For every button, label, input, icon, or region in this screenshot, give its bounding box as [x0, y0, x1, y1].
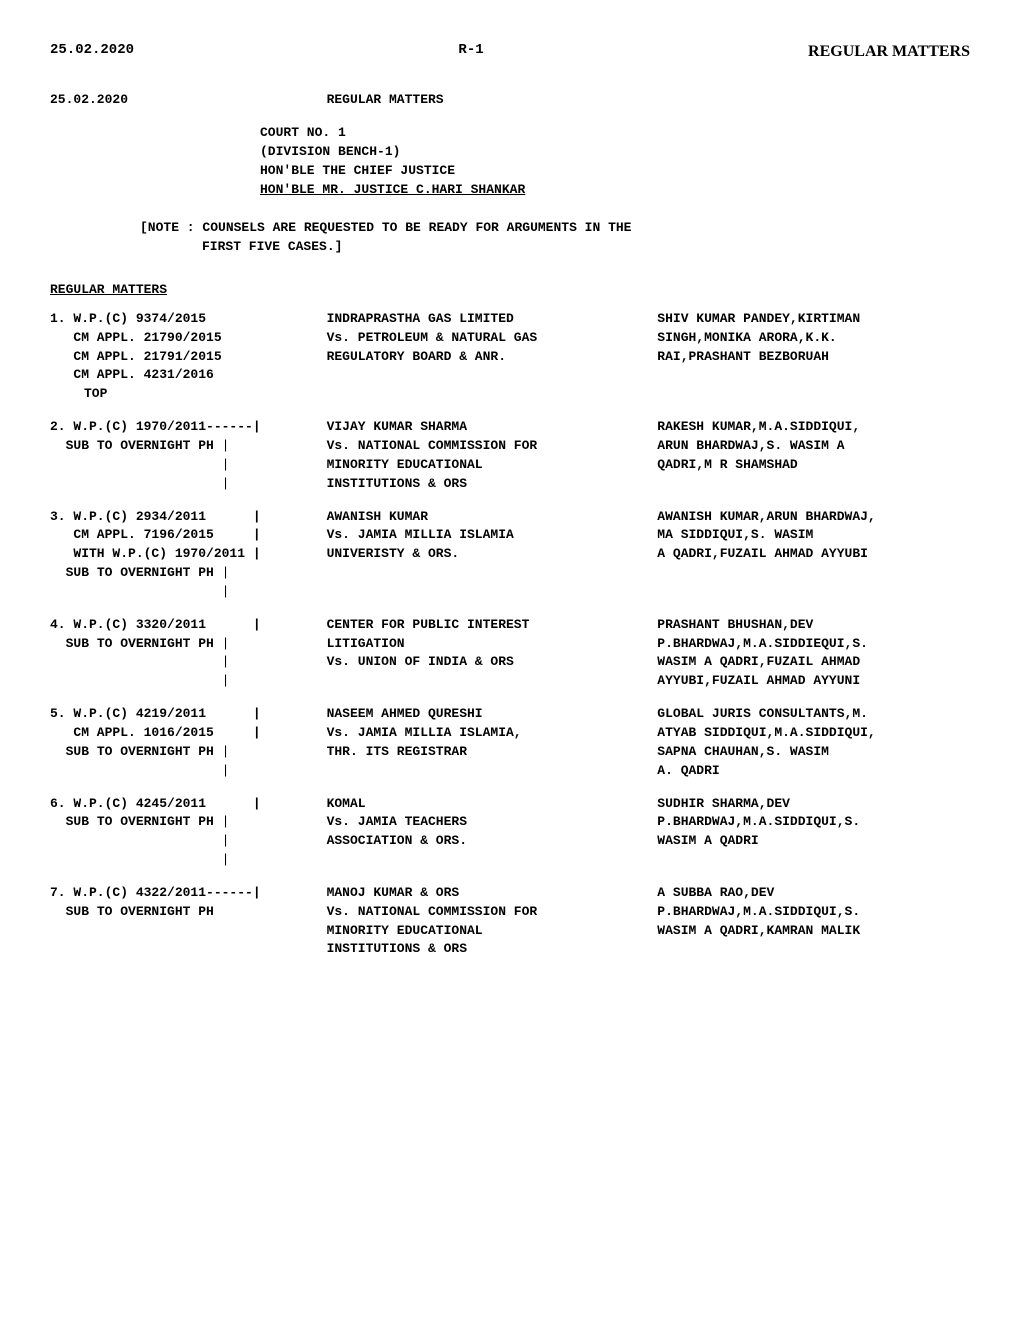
case6-r1c3: SUDHIR SHARMA,DEV [657, 795, 970, 814]
case2-r3c3: QADRI,M R SHAMSHAD [657, 456, 970, 475]
case1-r2c2: Vs. PETROLEUM & NATURAL GAS [327, 329, 658, 348]
court-l5: HON'BLE MR. JUSTICE C.HARI SHANKAR [260, 181, 970, 200]
case3-r2c3: MA SIDDIQUI,S. WASIM [657, 526, 970, 545]
case1-r1c1: 1. W.P.(C) 9374/2015 [50, 310, 327, 329]
case1-r2c1: CM APPL. 21790/2015 [50, 329, 327, 348]
case2-r1c1: 2. W.P.(C) 1970/2011------| [50, 418, 327, 437]
case-7: 7. W.P.(C) 4322/2011------|MANOJ KUMAR &… [50, 884, 970, 959]
case5-r1c3: GLOBAL JURIS CONSULTANTS,M. [657, 705, 970, 724]
case7-r1c3: A SUBBA RAO,DEV [657, 884, 970, 903]
case4-r2c3: P.BHARDWAJ,M.A.SIDDIEQUI,S. [657, 635, 970, 654]
case2-r1c2: VIJAY KUMAR SHARMA [327, 418, 658, 437]
case7-r1c2: MANOJ KUMAR & ORS [327, 884, 658, 903]
case3-r3c1: WITH W.P.(C) 1970/2011 | [50, 545, 327, 564]
court-block-table: 25.02.2020 REGULAR MATTERS [50, 91, 970, 110]
court-l2: COURT NO. 1 [260, 124, 970, 143]
case2-r4c1: | [50, 475, 327, 494]
case4-r1c3: PRASHANT BHUSHAN,DEV [657, 616, 970, 635]
case-3: 3. W.P.(C) 2934/2011 |AWANISH KUMARAWANI… [50, 508, 970, 602]
court-l1: REGULAR MATTERS [327, 91, 658, 110]
case3-r3c2: UNIVERISTY & ORS. [327, 545, 658, 564]
case4-r1c1: 4. W.P.(C) 3320/2011 | [50, 616, 327, 635]
case2-r2c1: SUB TO OVERNIGHT PH | [50, 437, 327, 456]
case1-r3c1: CM APPL. 21791/2015 [50, 348, 327, 367]
case-5: 5. W.P.(C) 4219/2011 |NASEEM AHMED QURES… [50, 705, 970, 780]
court-l3: (DIVISION BENCH-1) [260, 143, 970, 162]
case1-r3c2: REGULATORY BOARD & ANR. [327, 348, 658, 367]
case7-r2c1: SUB TO OVERNIGHT PH [50, 903, 327, 922]
case-6: 6. W.P.(C) 4245/2011 |KOMALSUDHIR SHARMA… [50, 795, 970, 870]
case5-r2c1: CM APPL. 1016/2015 | [50, 724, 327, 743]
case5-r4c3: A. QADRI [657, 762, 970, 781]
case4-r4c1: | [50, 672, 327, 691]
case1-r1c2: INDRAPRASTHA GAS LIMITED [327, 310, 658, 329]
case1-r3c3: RAI,PRASHANT BEZBORUAH [657, 348, 970, 367]
header-right: REGULAR MATTERS [808, 40, 970, 63]
case3-r4c1: SUB TO OVERNIGHT PH | [50, 564, 327, 583]
case5-r3c2: THR. ITS REGISTRAR [327, 743, 658, 762]
case5-r3c1: SUB TO OVERNIGHT PH | [50, 743, 327, 762]
court-block: COURT NO. 1 (DIVISION BENCH-1) HON'BLE T… [260, 124, 970, 199]
court-date: 25.02.2020 [50, 91, 327, 110]
case7-r2c3: P.BHARDWAJ,M.A.SIDDIQUI,S. [657, 903, 970, 922]
case5-r1c1: 5. W.P.(C) 4219/2011 | [50, 705, 327, 724]
court-l4: HON'BLE THE CHIEF JUSTICE [260, 162, 970, 181]
case1-r1c3: SHIV KUMAR PANDEY,KIRTIMAN [657, 310, 970, 329]
case6-r2c2: Vs. JAMIA TEACHERS [327, 813, 658, 832]
case3-r1c3: AWANISH KUMAR,ARUN BHARDWAJ, [657, 508, 970, 527]
case2-r1c3: RAKESH KUMAR,M.A.SIDDIQUI, [657, 418, 970, 437]
case4-r3c3: WASIM A QADRI,FUZAIL AHMAD [657, 653, 970, 672]
case-4: 4. W.P.(C) 3320/2011 |CENTER FOR PUBLIC … [50, 616, 970, 691]
case2-r3c2: MINORITY EDUCATIONAL [327, 456, 658, 475]
case5-r2c3: ATYAB SIDDIQUI,M.A.SIDDIQUI, [657, 724, 970, 743]
case-1: 1. W.P.(C) 9374/2015INDRAPRASTHA GAS LIM… [50, 310, 970, 404]
note-l2: FIRST FIVE CASES.] [202, 238, 970, 257]
case5-r2c2: Vs. JAMIA MILLIA ISLAMIA, [327, 724, 658, 743]
case-2: 2. W.P.(C) 1970/2011------|VIJAY KUMAR S… [50, 418, 970, 493]
case2-r2c2: Vs. NATIONAL COMMISSION FOR [327, 437, 658, 456]
case3-r3c3: A QADRI,FUZAIL AHMAD AYYUBI [657, 545, 970, 564]
case3-r1c1: 3. W.P.(C) 2934/2011 | [50, 508, 327, 527]
case3-r2c1: CM APPL. 7196/2015 | [50, 526, 327, 545]
case6-r2c1: SUB TO OVERNIGHT PH | [50, 813, 327, 832]
case5-r4c1: | [50, 762, 327, 781]
section-title: REGULAR MATTERS [50, 281, 970, 300]
case7-r2c2: Vs. NATIONAL COMMISSION FOR [327, 903, 658, 922]
case7-r3c2: MINORITY EDUCATIONAL [327, 922, 658, 941]
case6-r1c1: 6. W.P.(C) 4245/2011 | [50, 795, 327, 814]
page-header: 25.02.2020 R-1 REGULAR MATTERS [50, 40, 970, 63]
case3-r2c2: Vs. JAMIA MILLIA ISLAMIA [327, 526, 658, 545]
case5-r1c2: NASEEM AHMED QURESHI [327, 705, 658, 724]
header-date: 25.02.2020 [50, 40, 134, 63]
case4-r3c1: | [50, 653, 327, 672]
case7-r4c2: INSTITUTIONS & ORS [327, 940, 658, 959]
case3-r1c2: AWANISH KUMAR [327, 508, 658, 527]
note-l1: [NOTE : COUNSELS ARE REQUESTED TO BE REA… [140, 219, 970, 238]
case6-r3c2: ASSOCIATION & ORS. [327, 832, 658, 851]
case6-r2c3: P.BHARDWAJ,M.A.SIDDIQUI,S. [657, 813, 970, 832]
case6-r3c1: | [50, 832, 327, 851]
case2-r4c2: INSTITUTIONS & ORS [327, 475, 658, 494]
case4-r2c2: LITIGATION [327, 635, 658, 654]
case2-r2c3: ARUN BHARDWAJ,S. WASIM A [657, 437, 970, 456]
case4-r4c3: AYYUBI,FUZAIL AHMAD AYYUNI [657, 672, 970, 691]
case4-r2c1: SUB TO OVERNIGHT PH | [50, 635, 327, 654]
case4-r1c2: CENTER FOR PUBLIC INTEREST [327, 616, 658, 635]
case1-r2c3: SINGH,MONIKA ARORA,K.K. [657, 329, 970, 348]
header-code: R-1 [458, 40, 483, 63]
case7-r3c3: WASIM A QADRI,KAMRAN MALIK [657, 922, 970, 941]
case2-r3c1: | [50, 456, 327, 475]
case1-r4c1: CM APPL. 4231/2016 [50, 366, 327, 385]
case3-r5c1: | [50, 583, 327, 602]
case7-r1c1: 7. W.P.(C) 4322/2011------| [50, 884, 327, 903]
case4-r3c2: Vs. UNION OF INDIA & ORS [327, 653, 658, 672]
case1-top: TOP [84, 386, 107, 401]
case6-r1c2: KOMAL [327, 795, 658, 814]
case5-r3c3: SAPNA CHAUHAN,S. WASIM [657, 743, 970, 762]
note-block: [NOTE : COUNSELS ARE REQUESTED TO BE REA… [140, 219, 970, 257]
case6-r3c3: WASIM A QADRI [657, 832, 970, 851]
case6-r4c1: | [50, 851, 327, 870]
